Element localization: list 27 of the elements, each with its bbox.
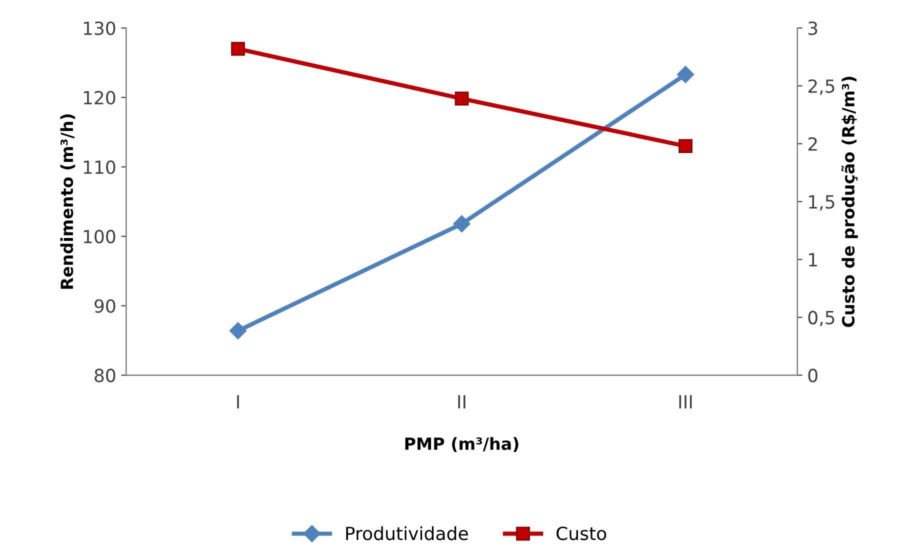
- y-tick-label: 90: [94, 299, 116, 313]
- y-tick-label: 130: [84, 21, 116, 36]
- x-tick-label: II: [458, 395, 466, 408]
- y2-tick-label: 0: [808, 368, 818, 382]
- y2-axis-title: Custo de produção (R$/m³): [841, 76, 858, 327]
- legend-label: Custo: [556, 526, 606, 540]
- point: [229, 322, 247, 340]
- y2-tick-label: 1,5: [809, 195, 834, 211]
- y2-tick-label: 3: [808, 21, 818, 36]
- y2-tick-label: 2,5: [808, 79, 834, 95]
- y-axis-title: Rendimento (m³/h): [60, 114, 76, 289]
- point: [678, 139, 692, 153]
- x-axis-title: PMP (m³/ha): [405, 437, 518, 452]
- y-tick-label: 100: [84, 230, 116, 244]
- point: [231, 42, 245, 56]
- x-tick-label: I: [237, 395, 239, 408]
- legend-label: Produtividade: [346, 526, 468, 540]
- y2-tick-label: 2: [808, 137, 817, 151]
- point: [453, 215, 470, 232]
- y-tick-label: 120: [84, 90, 116, 105]
- point: [676, 66, 694, 84]
- point: [454, 92, 469, 106]
- y-tick-label: 110: [84, 160, 116, 174]
- y-tick-label: 80: [94, 368, 116, 382]
- x-tick-label: III: [679, 395, 692, 408]
- y2-tick-label: 1: [809, 253, 817, 266]
- y2-tick-label: 0,5: [808, 310, 834, 326]
